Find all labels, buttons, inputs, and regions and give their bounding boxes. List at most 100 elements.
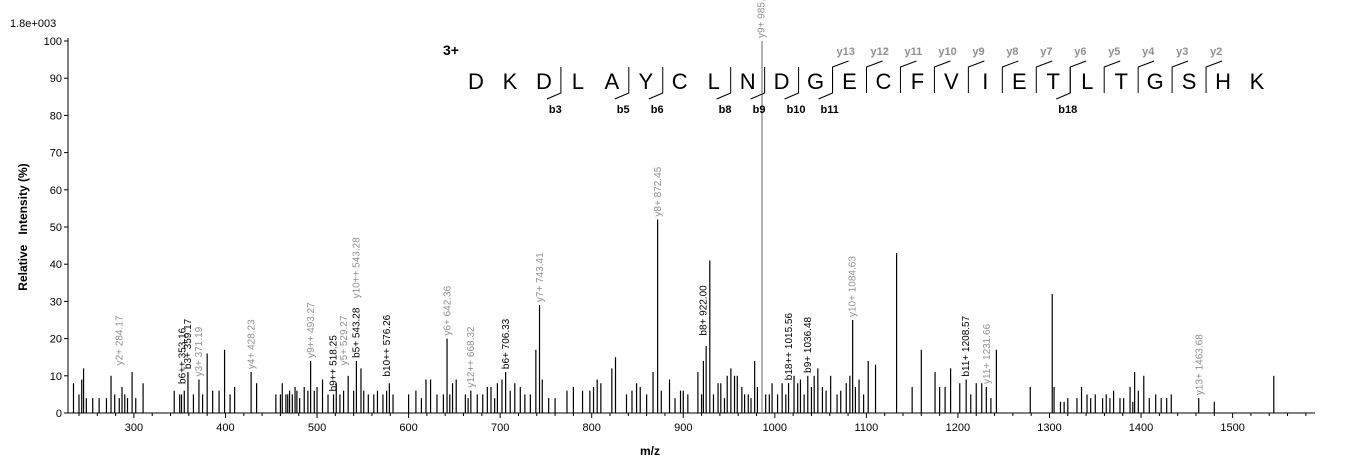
peak-annotation-label: b3+ 359.17 — [183, 318, 194, 369]
b-ion-bracket — [784, 67, 800, 100]
sequence-residue: D — [536, 69, 552, 94]
b-ion-label: b10 — [787, 104, 806, 116]
y-ion-label: y9 — [972, 46, 984, 58]
sequence-residue: K — [1250, 69, 1265, 94]
intensity-scale-label: 1.8e+003 — [10, 18, 56, 30]
sequence-residue: A — [604, 69, 619, 94]
peak-annotation-label: y3+ 371.19 — [194, 326, 205, 376]
peak-annotation-label: y9++ 493.27 — [306, 302, 317, 358]
x-tick-label: 1200 — [946, 422, 970, 434]
y-tick-label: 20 — [50, 334, 62, 346]
b-ion-bracket — [750, 67, 766, 100]
y-ion-label: y5 — [1108, 46, 1120, 58]
x-tick-label: 1300 — [1037, 422, 1061, 434]
peaks-layer — [72, 41, 1275, 413]
y-ion-bracket — [1137, 60, 1155, 93]
y-ion-label: y12 — [871, 46, 889, 58]
peak-annotation-label: y5+ 529.27 — [339, 315, 350, 365]
sequence-residue: L — [1081, 69, 1093, 94]
x-tick-label: 800 — [583, 422, 601, 434]
peak-annotation-label: b6+ 706.33 — [501, 318, 512, 369]
x-tick-label: 900 — [674, 422, 692, 434]
y-ion-bracket — [967, 60, 985, 93]
peak-annotation-label: y10+ 1084.63 — [847, 256, 858, 317]
x-tick-label: 600 — [399, 422, 417, 434]
sequence-residue: I — [982, 69, 988, 94]
sequence-residue: T — [1047, 69, 1060, 94]
y-ion-bracket — [866, 60, 883, 93]
peak-annotation-label: b5+ 543.28 — [352, 307, 363, 358]
y-ion-label: y11 — [904, 46, 922, 58]
peak-annotation-label: b11+ 1208.57 — [961, 315, 972, 376]
y-ion-label: y6 — [1074, 46, 1086, 58]
precursor-charge-label: 3+ — [443, 42, 459, 58]
x-tick-label: 300 — [125, 422, 143, 434]
sequence-residue: C — [876, 69, 892, 94]
sequence-residue: N — [740, 69, 756, 94]
b-ion-label: b11 — [821, 104, 839, 116]
x-tick-label: 1100 — [855, 422, 879, 434]
sequence-residue: F — [911, 69, 924, 94]
b-ion-bracket — [546, 67, 562, 100]
y-ion-label: y3 — [1176, 46, 1188, 58]
y-tick-label: 80 — [50, 110, 62, 122]
y-tick-label: 40 — [50, 259, 62, 271]
b-ion-bracket — [614, 67, 630, 100]
y-ion-label: y4 — [1142, 46, 1155, 58]
y-ion-label: y8 — [1006, 46, 1018, 58]
peak-annotation-label: y11+ 1231.66 — [982, 323, 993, 384]
y-tick-label: 90 — [50, 73, 62, 85]
x-tick-label: 500 — [308, 422, 326, 434]
b-ion-bracket — [648, 67, 664, 100]
b-ion-label: b5 — [617, 104, 630, 116]
sequence-residue: G — [1147, 69, 1164, 94]
y-ion-label: y10 — [938, 46, 956, 58]
x-tick-label: 400 — [216, 422, 234, 434]
b-ion-bracket — [1056, 67, 1071, 100]
y-ion-bracket — [899, 60, 917, 93]
peak-annotation-label: y9+ 985.51 — [757, 0, 768, 38]
y-tick-label: 100 — [44, 36, 62, 48]
sequence-residue: H — [1215, 69, 1231, 94]
b-ion-label: b8 — [719, 104, 732, 116]
sequence-residue: E — [1012, 69, 1027, 94]
b-ion-bracket — [818, 67, 834, 100]
y-tick-label: 70 — [50, 148, 62, 160]
peak-annotation-label: b8+ 922.00 — [698, 285, 709, 336]
sequence-residue: D — [468, 69, 484, 94]
peak-annotation-label: y13+ 1463.68 — [1194, 334, 1205, 395]
peak-annotation-label: y12++ 668.32 — [466, 326, 477, 388]
y-tick-label: 10 — [50, 371, 62, 383]
y-ion-bracket — [1171, 60, 1189, 93]
peak-annotation-label: y7+ 743.41 — [535, 252, 546, 302]
x-tick-label: 1400 — [1129, 422, 1153, 434]
y-ion-bracket — [933, 60, 951, 93]
x-axis-title: m/z — [640, 444, 660, 458]
x-tick-label: 700 — [491, 422, 509, 434]
peak-annotation-label: b18++ 1015.56 — [784, 313, 795, 381]
sequence-residue: S — [1182, 69, 1197, 94]
b-ion-label: b6 — [651, 104, 664, 116]
peak-annotation-label: y4+ 428.23 — [246, 319, 257, 369]
b-ion-bracket — [716, 67, 732, 100]
y-axis-title: Relative Intensity (%) — [16, 163, 30, 290]
sequence-residue: L — [708, 69, 720, 94]
peak-annotation-label: b6++ 353.16 — [178, 327, 189, 384]
y-tick-label: 60 — [50, 185, 62, 197]
b-ion-label: b9 — [753, 104, 766, 116]
sequence-residue: L — [572, 69, 584, 94]
x-tick-label: 1500 — [1220, 422, 1244, 434]
peak-annotation-label: b10++ 576.26 — [382, 314, 393, 376]
peak-annotation-label: b9++ 518.25 — [329, 335, 340, 392]
y-tick-label: 30 — [50, 296, 62, 308]
sequence-residue: K — [503, 69, 518, 94]
x-tick-label: 1000 — [763, 422, 787, 434]
y-ion-bracket — [1001, 60, 1019, 93]
sequence-residue: C — [672, 69, 688, 94]
b-ion-label: b18 — [1058, 104, 1077, 116]
y-tick-label: 50 — [50, 222, 62, 234]
sequence-residue: V — [944, 69, 959, 94]
